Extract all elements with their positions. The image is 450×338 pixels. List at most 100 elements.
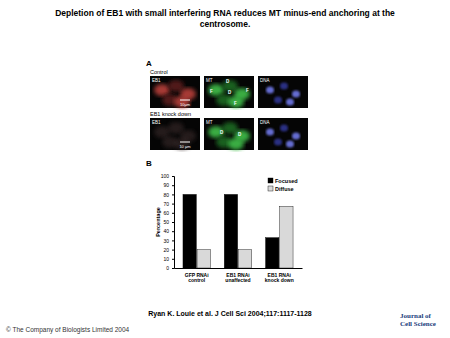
micrograph: EB1 10μm	[150, 76, 200, 108]
cell-signal	[208, 126, 224, 138]
channel-label: DNA	[260, 120, 270, 125]
cell-annotation: D	[238, 132, 242, 137]
micrograph-background	[204, 118, 254, 150]
cell-annotation: F	[234, 101, 237, 106]
y-tick-mark	[172, 222, 174, 223]
micrograph: DNA	[258, 76, 308, 108]
legend-item: Diffuse	[268, 186, 294, 192]
micrograph: MT F D D F F	[204, 76, 254, 108]
cell-signal	[154, 84, 170, 96]
cell-signal	[228, 96, 244, 108]
y-tick-label: 70	[163, 201, 169, 207]
channel-label: MT	[206, 78, 213, 83]
figure-title: Depletion of EB1 with small interfering …	[55, 8, 395, 29]
y-axis-line	[172, 177, 175, 269]
bar	[266, 238, 279, 268]
y-tick-mark	[172, 259, 174, 260]
legend-swatch	[268, 178, 273, 183]
x-axis-line	[175, 268, 303, 269]
condition-label: Control	[150, 69, 168, 75]
y-tick: 100	[161, 173, 174, 179]
cell-signal	[228, 138, 244, 150]
cell-annotation: F	[246, 88, 249, 93]
y-tick: 0	[166, 265, 174, 271]
y-axis: 0 10 20 30 40 50 60 70 80 90 100	[161, 173, 175, 271]
micrograph-background	[258, 76, 308, 108]
micrograph-background	[258, 118, 308, 150]
bars	[183, 194, 293, 268]
y-tick-label: 20	[163, 247, 169, 253]
cell-signal	[154, 126, 170, 138]
y-tick: 70	[163, 201, 174, 207]
y-axis-title: Percentage	[155, 207, 161, 237]
cell-signal	[274, 97, 282, 104]
x-tick: EB1 RNAiknock down	[265, 272, 294, 284]
micrograph-background	[150, 118, 200, 150]
legend-swatch	[268, 186, 273, 191]
legend-item: Focused	[268, 178, 298, 184]
cell-signal	[286, 99, 294, 106]
y-tick-mark	[172, 250, 174, 251]
scale-bar	[180, 142, 190, 143]
copyright: © The Company of Biologists Limited 2004	[6, 326, 130, 334]
y-tick-label: 100	[161, 173, 170, 179]
y-tick: 30	[163, 238, 174, 244]
x-tick-label: EB1 RNAiunaffected	[225, 272, 250, 284]
channel-label: EB1	[152, 78, 161, 83]
y-tick: 90	[163, 182, 174, 188]
cell-signal	[168, 122, 184, 134]
y-tick: 40	[163, 228, 174, 234]
y-tick-label: 50	[163, 219, 169, 225]
cell-signal	[274, 139, 282, 146]
y-tick-label: 60	[163, 210, 169, 216]
y-tick-mark	[172, 213, 174, 214]
panel-label: B	[146, 159, 152, 168]
y-tick-mark	[172, 240, 174, 241]
legend-label: Diffuse	[275, 186, 294, 192]
y-tick-label: 40	[163, 228, 169, 234]
micrograph-background	[150, 76, 200, 108]
channel-label: DNA	[260, 78, 270, 83]
citation: Ryan K. Louie et al. J Cell Sci 2004;117…	[148, 310, 312, 318]
micrograph: MTDD	[204, 118, 254, 150]
condition-label: EB1 knock down	[150, 111, 191, 117]
cell-annotation: D	[220, 130, 224, 135]
y-tick-mark	[172, 204, 174, 205]
channel-label: EB1	[152, 120, 161, 125]
bar	[238, 250, 251, 268]
cell-signal	[266, 129, 274, 136]
x-tick: GFP RNAicontrol	[185, 272, 209, 284]
y-tick-mark	[172, 185, 174, 186]
bar	[197, 250, 210, 268]
bar	[224, 194, 237, 268]
scale-bar-label: 10μm	[180, 102, 191, 107]
micrograph: DNA	[258, 118, 308, 150]
x-tick-label: EB1 RNAiknock down	[265, 272, 294, 284]
legend: Focused Diffuse	[268, 178, 298, 192]
scale-bar	[180, 100, 190, 101]
y-tick-label: 30	[163, 238, 169, 244]
cell-signal	[280, 83, 288, 90]
cell-signal	[286, 141, 294, 148]
y-tick-label: 80	[163, 192, 169, 198]
cell-annotation: D	[226, 79, 230, 84]
bar	[280, 206, 293, 268]
y-tick: 50	[163, 219, 174, 225]
bar	[183, 194, 196, 268]
x-axis: GFP RNAicontrol EB1 RNAiunaffected EB1 RNA…	[175, 269, 303, 284]
y-tick-mark	[172, 268, 174, 269]
cell-annotation: F	[210, 89, 213, 94]
y-tick-mark	[172, 231, 174, 232]
panel-label: A	[146, 59, 152, 68]
cell-signal	[292, 133, 300, 140]
x-tick-label: GFP RNAicontrol	[185, 272, 209, 284]
y-tick-label: 10	[163, 256, 169, 262]
scale-bar-label: 10 μm	[179, 144, 191, 149]
figure-canvas: Depletion of EB1 with small interfering …	[0, 0, 450, 338]
cell-signal	[208, 84, 224, 96]
y-tick-mark	[172, 194, 174, 195]
cell-signal	[292, 91, 300, 98]
y-tick-label: 90	[163, 182, 169, 188]
cell-annotation: D	[228, 90, 232, 95]
cell-signal	[266, 87, 274, 94]
